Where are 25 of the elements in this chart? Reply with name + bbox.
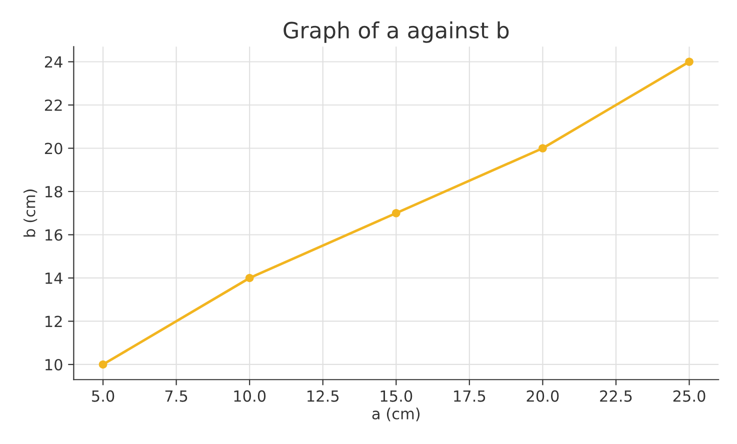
x-tick-label: 12.5 <box>308 390 339 402</box>
y-tick-label: 14 <box>46 272 62 284</box>
x-tick-label: 25.0 <box>673 390 706 402</box>
x-tick-label: 5.0 <box>92 390 114 402</box>
y-tick-label: 12 <box>46 316 62 328</box>
chart-title: Graph of a against b <box>284 21 509 43</box>
y-tick-label: 16 <box>46 229 62 241</box>
point <box>538 144 547 152</box>
y-tick-label: 20 <box>44 142 62 154</box>
y-tick-label: 22 <box>44 99 62 111</box>
x-tick-label: 7.5 <box>165 390 188 402</box>
x-tick-label: 17.5 <box>454 390 486 402</box>
x-tick-label: 10.0 <box>234 390 266 402</box>
point <box>392 208 400 218</box>
point <box>245 274 254 282</box>
y-tick-label: 18 <box>46 186 62 198</box>
x-tick-label: 22.5 <box>600 390 632 402</box>
y-axis-title: b (cm) <box>24 190 38 237</box>
point <box>685 58 694 66</box>
point <box>98 360 108 369</box>
y-tick-label: 10 <box>46 358 62 371</box>
x-tick-label: 20.0 <box>526 390 559 402</box>
x-tick-label: 15.0 <box>380 390 412 402</box>
x-axis-title: a (cm) <box>372 408 420 422</box>
y-tick-label: 24 <box>44 56 62 68</box>
